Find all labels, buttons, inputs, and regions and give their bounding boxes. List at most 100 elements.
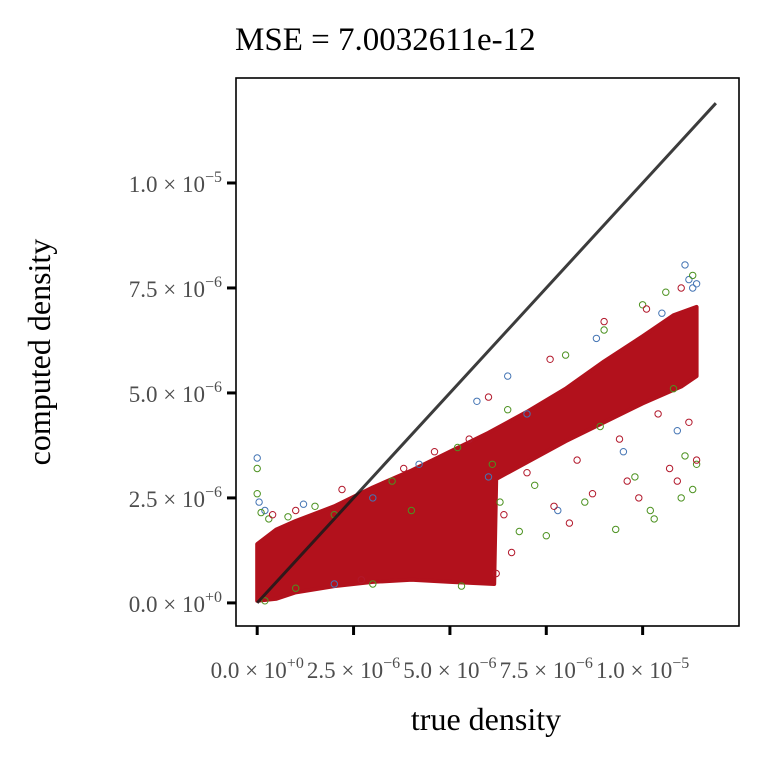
scatter-point xyxy=(642,305,651,313)
scatter-point xyxy=(357,576,365,584)
scatter-point xyxy=(654,410,662,418)
scatter-point xyxy=(692,456,701,464)
scatter-point xyxy=(253,464,261,473)
scatter-point xyxy=(662,288,670,296)
scatter-point xyxy=(453,443,462,452)
scatter-point xyxy=(484,473,493,481)
scatter-point xyxy=(492,569,500,578)
scatter-point xyxy=(507,548,516,557)
scatter-point xyxy=(542,532,550,540)
scatter-point xyxy=(546,355,554,363)
scatter-point xyxy=(415,460,423,468)
tick-label: 1.0 × 10−5 xyxy=(129,169,222,197)
scatter-point xyxy=(268,511,277,519)
scatter-point xyxy=(465,435,473,443)
x-axis: 0.0 × 10+0 2.5 × 10−6 5.0 × 10−6 7.5 × 10−6… xyxy=(211,626,689,683)
scatter-point xyxy=(677,494,685,502)
tick-label: 5.0 × 10−6 xyxy=(403,655,496,683)
scatter-point xyxy=(689,485,697,494)
tick-label: 2.5 × 10−6 xyxy=(129,484,222,512)
scatter-point xyxy=(689,271,697,280)
scatter-point xyxy=(500,511,508,519)
scatter-point xyxy=(292,506,300,515)
y-axis: 0.0 × 10+0 2.5 × 10−6 5.0 × 10−6 7.5 × 10−6… xyxy=(129,169,236,617)
x-axis-title: true density xyxy=(411,701,561,737)
scatter-point xyxy=(592,334,601,343)
scatter-point xyxy=(488,460,496,468)
scatter-point xyxy=(496,498,504,506)
scatter-point xyxy=(600,326,608,334)
scatter-point xyxy=(646,506,654,515)
scatter-point xyxy=(685,275,693,284)
scatter-point xyxy=(407,506,416,515)
scatter-point xyxy=(673,477,681,485)
scatter-point xyxy=(554,506,562,515)
y-axis-title: computed density xyxy=(21,239,57,466)
scatter-point xyxy=(596,422,604,431)
scatter-point xyxy=(369,494,377,502)
scatter-point xyxy=(638,301,647,309)
scatter-point xyxy=(388,477,396,485)
scatter-point xyxy=(253,490,261,498)
scatter-point xyxy=(311,502,319,510)
identity-line-layer xyxy=(256,102,717,604)
scatter-point xyxy=(457,582,466,590)
scatter-point xyxy=(619,448,628,456)
scatter-point xyxy=(284,513,292,521)
scatter-point xyxy=(588,490,597,498)
scatter-point xyxy=(523,469,531,477)
scatter-point xyxy=(615,435,624,443)
scatter-point xyxy=(369,580,377,588)
scatter-point xyxy=(685,418,693,426)
identity-line xyxy=(256,102,717,604)
scatter-point xyxy=(623,477,631,485)
scatter-point xyxy=(430,448,439,456)
scatter-point xyxy=(573,456,581,464)
scatter-point xyxy=(550,502,558,510)
tick-label: 7.5 × 10−6 xyxy=(129,274,222,302)
tick-label: 0.0 × 10+0 xyxy=(129,589,222,617)
scatter-point xyxy=(692,460,701,468)
scatter-point xyxy=(523,410,531,418)
scatter-point xyxy=(330,580,338,588)
scatter-point xyxy=(504,372,512,380)
dense-cloud-region xyxy=(255,304,699,603)
tick-label: 7.5 × 10−6 xyxy=(500,655,593,683)
scatter-point xyxy=(261,506,269,515)
scatter-point xyxy=(473,397,481,405)
scatter-point xyxy=(299,500,308,508)
scatter-point xyxy=(561,351,570,359)
scatter-point xyxy=(677,284,685,292)
scatter-point xyxy=(265,515,273,523)
plot-area xyxy=(235,77,740,627)
tick-label: 2.5 × 10−6 xyxy=(307,655,400,683)
scatter-point xyxy=(692,280,701,288)
scatter-point xyxy=(261,597,269,605)
scatter-point xyxy=(681,261,689,269)
scatter-point xyxy=(484,393,493,401)
scatter-point xyxy=(504,406,512,414)
scatter-point xyxy=(631,473,639,481)
panel-border xyxy=(235,77,740,627)
scatter-point xyxy=(665,464,674,473)
scatter-point xyxy=(400,464,408,473)
scatter-point xyxy=(689,284,697,292)
scatter-point xyxy=(531,481,539,489)
scatter-point xyxy=(581,498,589,506)
chart-title: MSE = 7.0032611e-12 xyxy=(235,22,536,58)
scatter-point xyxy=(338,485,346,494)
scatter-point xyxy=(650,515,658,523)
scatter-point xyxy=(635,494,643,502)
tick-label: 5.0 × 10−6 xyxy=(129,379,222,407)
scatter-point xyxy=(253,454,261,462)
tick-label: 1.0 × 10−5 xyxy=(596,655,689,683)
scatter-points xyxy=(253,261,701,605)
scatter-point xyxy=(600,317,608,326)
scatter-point xyxy=(565,519,574,527)
scatter-point xyxy=(669,385,678,393)
scatter-point xyxy=(257,508,265,517)
scatter-point xyxy=(681,452,689,460)
scatter-point xyxy=(292,584,300,592)
scatter-point xyxy=(612,525,620,534)
